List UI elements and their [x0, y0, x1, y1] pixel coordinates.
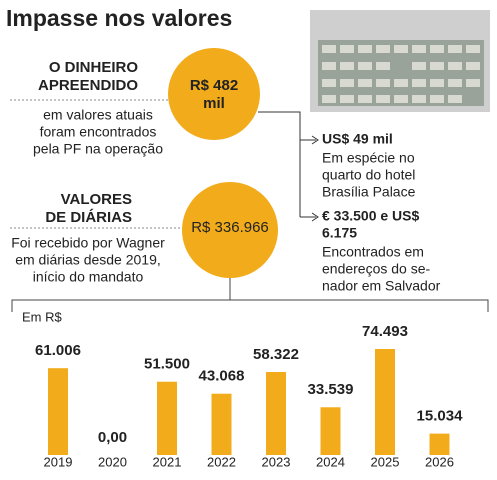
- unit-label: Em R$: [22, 309, 63, 324]
- amount: R$ 482: [190, 77, 238, 94]
- bar: [48, 368, 68, 455]
- detail-text: Encontrados em: [322, 244, 424, 260]
- section-heading: APREENDIDO: [38, 77, 138, 94]
- value-label: 43.068: [199, 368, 245, 385]
- detail-amount: 6.175: [322, 225, 357, 241]
- value-label: 74.493: [362, 323, 408, 340]
- value-label: 58.322: [253, 346, 299, 363]
- detail-text: nador em Salvador: [322, 278, 441, 294]
- photo: [310, 10, 490, 112]
- x-tick-label: 2021: [153, 454, 182, 469]
- detail-amount: € 33.500 e US$: [322, 208, 420, 224]
- bar: [266, 372, 286, 455]
- section-text: pela PF na operação: [33, 141, 163, 157]
- detail-text: quarto do hotel: [322, 167, 415, 183]
- detail-text: endereços do se-: [322, 261, 431, 277]
- detail-text: Em espécie no: [322, 150, 415, 166]
- bar: [375, 349, 395, 455]
- section-heading: O DINHEIRO: [49, 59, 139, 76]
- x-tick-label: 2024: [316, 454, 345, 469]
- bracket: [11, 278, 489, 312]
- bar: [429, 433, 450, 455]
- x-tick-label: 2020: [98, 454, 127, 469]
- x-tick-label: 2025: [371, 454, 400, 469]
- connector: [258, 111, 301, 217]
- value-label: 51.500: [144, 356, 190, 373]
- title: Impasse nos valores: [6, 5, 232, 31]
- x-tick-label: 2019: [44, 454, 73, 469]
- arrow: [300, 135, 319, 222]
- amount-circle: [168, 48, 260, 140]
- amount-circle: [182, 182, 278, 278]
- bar: [320, 407, 341, 455]
- value-label: 61.006: [35, 342, 81, 359]
- value-label: 0,00: [98, 429, 127, 446]
- section-text: foram encontrados: [40, 124, 157, 140]
- bar: [211, 393, 232, 455]
- amount: mil: [203, 95, 225, 112]
- section-heading: VALORES: [61, 191, 132, 208]
- bar: [157, 381, 177, 455]
- section-text: Foi recebido por Wagner: [11, 235, 165, 251]
- section-heading: DE DIÁRIAS: [45, 209, 132, 226]
- x-tick-label: 2023: [262, 454, 291, 469]
- x-tick-label: 2022: [207, 454, 236, 469]
- detail-text: Brasília Palace: [322, 184, 416, 200]
- x-tick-label: 2026: [425, 454, 454, 469]
- value-label: 33.539: [308, 381, 354, 398]
- section-text: em diárias desde 2019,: [15, 252, 161, 268]
- section-text: em valores atuais: [43, 107, 153, 123]
- value-label: 15.034: [417, 408, 464, 425]
- amount: R$ 336.966: [191, 219, 269, 236]
- section-text: início do mandato: [33, 269, 144, 285]
- detail-amount: US$ 49 mil: [322, 131, 393, 147]
